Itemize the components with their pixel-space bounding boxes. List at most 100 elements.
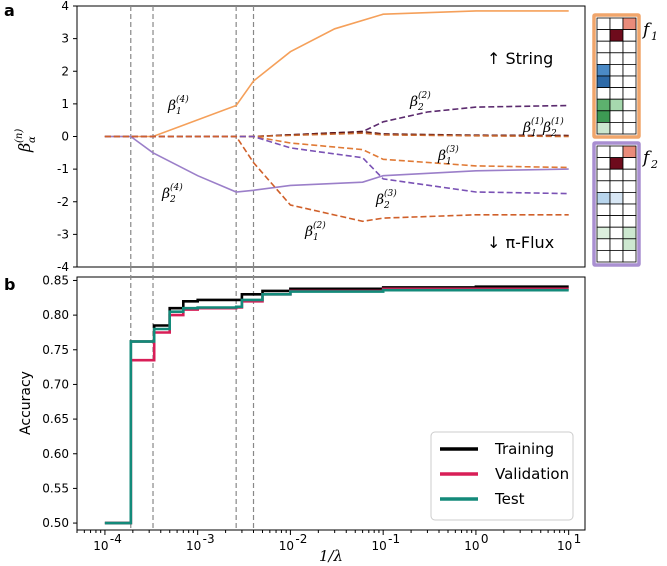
series-line [104,135,569,195]
filter-cell [609,52,624,65]
filter-cell [609,238,624,251]
series-line [104,135,569,193]
svg-text:1: 1 [313,233,319,243]
series-line [104,135,569,169]
y-tick-label: -2 [57,195,69,209]
series-line [104,135,569,223]
panel-a-y-ticks: -4 -3 -2 -1 0 1 2 3 4 [57,0,77,274]
filter-cell [622,215,637,228]
filter-label: f [641,148,652,168]
series-label-b23: β 2 (3) [375,188,397,211]
series-line [104,288,569,525]
svg-text:(2): (2) [418,90,431,101]
y-tick-label: -4 [57,260,69,274]
filter-cell [596,203,611,217]
y-tick-label: 0.70 [42,377,69,391]
y-tick-label: -3 [57,227,69,241]
panel-b-frame [76,276,586,531]
filter-cell [609,17,624,31]
series-line [104,10,569,138]
svg-text:1: 1 [176,107,182,117]
filter-cell [622,17,637,31]
filter-cell [609,191,624,205]
svg-text:β: β [542,120,551,136]
filter-cell [609,180,624,193]
y-tick-label: 0.60 [42,447,69,461]
filter-cell [609,110,624,123]
x-tick-label: 10 [464,539,479,553]
series-line [104,132,569,138]
x-tick-label: 10 [93,539,108,553]
filter-cell [622,157,637,170]
x-tick-exponent: -4 [110,532,122,546]
svg-text:2: 2 [550,129,557,139]
filter-cell [622,180,637,193]
panel-b-chart: 0.500.550.600.650.700.750.800.85 10 -4 10-… [18,267,586,565]
filter-cell [609,215,624,228]
filter-cell [622,52,637,65]
filter-cell [609,75,624,89]
x-tick-label: 10 [557,539,572,553]
panel-b-y-ticks: 0.50 0.55 0.60 0.65 0.70 0.75 0.80 0.85 [42,273,77,530]
filter-cell [609,168,624,182]
panel-b-label: b [4,275,15,294]
y-tick-label: 0.55 [42,481,69,495]
filter-cell [622,122,637,135]
svg-text:1: 1 [531,129,537,139]
filter-cell [596,145,611,159]
y-tick-label: 4 [61,0,69,13]
series-label-b22: β 2 (2) [409,90,431,113]
filter-cell [596,238,611,251]
svg-text:β: β [167,98,176,114]
x-tick-label: 10 [372,539,387,553]
x-tick-exponent: 1 [574,532,582,546]
filter-label: f [641,20,652,40]
panel-b-y-label: Accuracy [18,371,34,435]
svg-text:(4): (4) [176,94,189,105]
svg-text:2: 2 [383,201,390,211]
filter-cell [609,203,624,217]
filter-cell [622,226,637,240]
filter-cell [596,215,611,228]
panel-b-series [104,285,569,525]
y-tick-label: 0.85 [42,273,69,287]
svg-text:(3): (3) [446,144,459,155]
filter-cell [609,226,624,240]
filter-cell [609,145,624,159]
svg-text:α: α [27,136,38,143]
svg-text:(3): (3) [384,188,397,199]
series-label-b13: β 1 (3) [437,144,459,167]
y-tick-label: 0.65 [42,412,69,426]
series-label-b24: β 2 (4) [161,182,183,205]
legend-label: Validation [495,465,569,483]
y-tick-label: 3 [61,32,69,46]
filter-cell [596,249,611,263]
svg-text:β: β [437,148,446,164]
svg-text:2: 2 [417,103,424,113]
filter-images: f 1f 2 [592,13,658,267]
filter-cell [596,110,611,123]
filter-cell [596,226,611,240]
filter-cell [622,145,637,159]
svg-text:β: β [161,186,170,202]
filter-cell [609,122,624,135]
filter-cell [609,157,624,170]
filter-cell [596,29,611,42]
filter-cell [609,98,624,112]
filter-cell [609,249,624,263]
svg-text:β: β [522,120,531,136]
string-annotation: ↑ String [487,49,553,68]
filter-cell [622,110,637,123]
filter-cell [622,249,637,263]
filter-cell [622,75,637,89]
svg-text:β: β [304,224,313,240]
filter-label-subscript: 1 [651,30,658,43]
x-tick-exponent: -2 [295,532,307,546]
svg-text:β: β [375,192,384,208]
filter-cell [622,168,637,182]
y-tick-label: 0.80 [42,308,69,322]
filter-cell [596,75,611,89]
filter-cell [622,191,637,205]
